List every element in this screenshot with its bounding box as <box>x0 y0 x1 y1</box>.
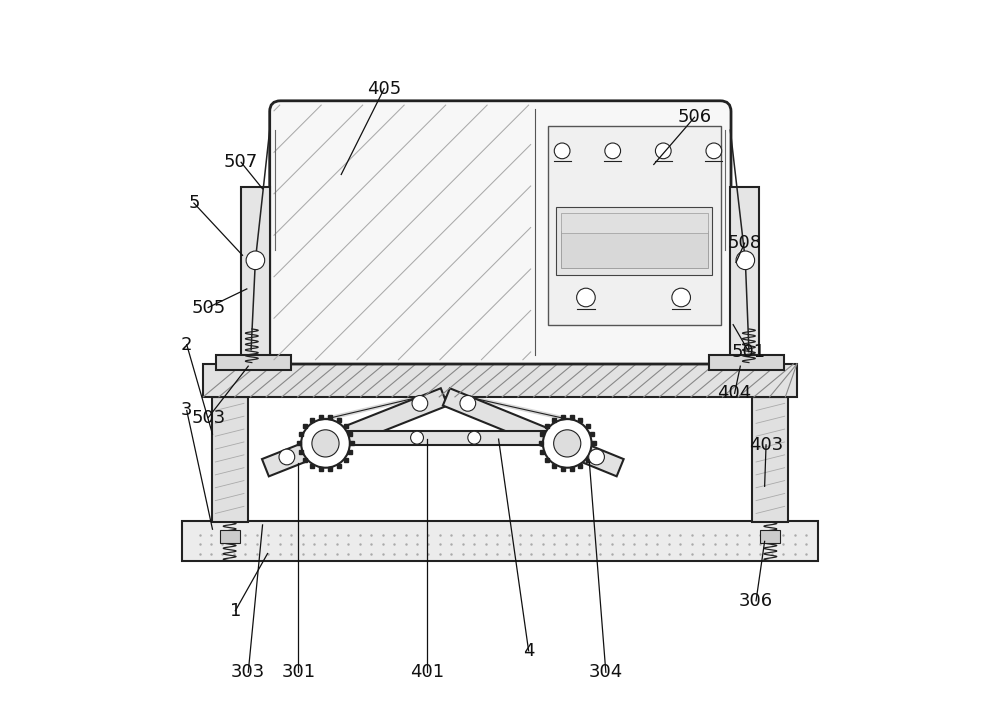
Bar <box>752 397 788 522</box>
Circle shape <box>412 396 428 411</box>
Bar <box>548 126 721 325</box>
Circle shape <box>543 419 592 467</box>
Text: 508: 508 <box>728 234 762 252</box>
Bar <box>730 187 759 364</box>
Circle shape <box>411 432 423 444</box>
Text: 404: 404 <box>717 384 752 402</box>
Circle shape <box>706 143 722 159</box>
Bar <box>709 355 784 370</box>
Circle shape <box>605 143 621 159</box>
Bar <box>203 364 797 397</box>
Text: 505: 505 <box>191 299 225 317</box>
Circle shape <box>736 251 755 269</box>
Text: 4: 4 <box>523 642 534 660</box>
Circle shape <box>655 143 671 159</box>
Text: 303: 303 <box>231 663 265 681</box>
Circle shape <box>246 251 265 269</box>
Text: 501: 501 <box>732 343 766 361</box>
Circle shape <box>577 288 595 307</box>
Text: 3: 3 <box>181 401 192 419</box>
Bar <box>561 230 708 268</box>
Text: 304: 304 <box>589 663 623 681</box>
Bar <box>220 530 240 543</box>
Text: 503: 503 <box>191 409 225 426</box>
Circle shape <box>460 396 476 411</box>
Text: 401: 401 <box>410 663 444 681</box>
Bar <box>216 355 291 370</box>
Bar <box>561 213 708 233</box>
Circle shape <box>279 449 295 465</box>
Polygon shape <box>334 431 559 445</box>
Circle shape <box>468 432 481 444</box>
Bar <box>182 521 818 561</box>
Circle shape <box>672 288 690 307</box>
Text: 507: 507 <box>224 154 258 172</box>
Text: 2: 2 <box>181 336 192 354</box>
Text: 1: 1 <box>230 602 241 620</box>
Circle shape <box>589 449 604 465</box>
Bar <box>556 208 712 275</box>
Text: 405: 405 <box>367 80 401 98</box>
Text: 5: 5 <box>188 194 200 212</box>
Polygon shape <box>262 388 448 476</box>
Bar <box>212 397 248 522</box>
Bar <box>760 530 780 543</box>
Text: 306: 306 <box>739 592 773 610</box>
FancyBboxPatch shape <box>270 101 731 364</box>
Bar <box>241 187 270 364</box>
Circle shape <box>554 143 570 159</box>
Circle shape <box>312 430 339 457</box>
Text: 301: 301 <box>281 663 315 681</box>
Circle shape <box>301 419 350 467</box>
Text: 403: 403 <box>749 436 783 454</box>
Polygon shape <box>443 388 624 476</box>
Text: 506: 506 <box>677 108 712 126</box>
Circle shape <box>554 430 581 457</box>
